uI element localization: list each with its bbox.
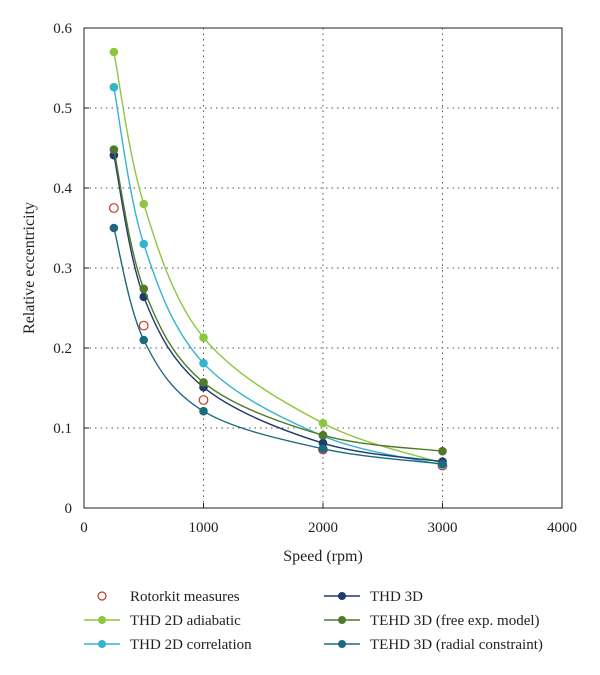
axis-ticks: 0 1000 2000 3000 4000 0 0.1 0.2 0.3 0.4 0.5 0.6 <box>53 21 577 536</box>
y-tick-label: 0.6 <box>53 21 72 37</box>
series-1 <box>109 47 447 468</box>
data-point <box>318 444 328 454</box>
legend-label: THD 3D <box>370 589 423 605</box>
legend-marker <box>338 592 346 600</box>
data-point <box>139 284 149 294</box>
legend-marker <box>98 640 106 648</box>
legend-item-1: THD 2D adiabatic <box>84 613 241 629</box>
y-tick-label: 0.5 <box>53 101 72 117</box>
y-tick-label: 0.1 <box>53 421 72 437</box>
legend-marker <box>98 616 106 624</box>
data-point <box>318 430 328 440</box>
data-point <box>109 223 119 233</box>
data-point <box>199 406 208 416</box>
legend-item-5: TEHD 3D (radial constraint) <box>324 637 543 653</box>
data-point <box>109 145 119 154</box>
y-tick-label: 0.2 <box>53 341 72 357</box>
x-tick-label: 1000 <box>189 520 219 536</box>
data-point <box>109 82 119 92</box>
series-line <box>113 87 443 466</box>
data-point <box>438 446 447 456</box>
data-point <box>139 239 149 249</box>
data-point <box>139 199 149 209</box>
series-layer <box>108 47 448 471</box>
x-tick-label: 4000 <box>547 520 577 536</box>
legend-label: THD 2D adiabatic <box>130 613 241 629</box>
series-3 <box>109 150 447 466</box>
x-tick-label: 0 <box>80 520 88 536</box>
legend-item-2: THD 2D correlation <box>84 637 252 653</box>
y-axis-title: Relative eccentricity <box>21 202 38 334</box>
legend-item-3: THD 3D <box>324 589 423 605</box>
legend-label: THD 2D correlation <box>130 637 252 653</box>
x-tick-label: 3000 <box>428 520 458 536</box>
data-point <box>139 335 149 345</box>
data-point <box>199 378 208 387</box>
x-tick-label: 2000 <box>308 520 338 536</box>
legend-label: Rotorkit measures <box>130 589 240 605</box>
series-5 <box>109 223 447 469</box>
y-tick-label: 0.4 <box>53 181 72 197</box>
data-point <box>318 418 328 428</box>
series-line <box>113 149 443 452</box>
x-axis-title: Speed (rpm) <box>283 548 363 565</box>
legend-label: TEHD 3D (free exp. model) <box>370 613 540 629</box>
series-0 <box>108 203 448 471</box>
data-point <box>199 333 208 342</box>
data-point <box>198 395 209 405</box>
series-4 <box>109 145 447 456</box>
data-point <box>199 358 208 368</box>
data-point <box>108 203 119 213</box>
data-point <box>109 47 119 57</box>
legend: Rotorkit measures THD 2D adiabatic THD 2D … <box>84 589 543 653</box>
data-point <box>138 320 149 331</box>
series-2 <box>109 82 447 470</box>
y-tick-label: 0 <box>65 501 73 517</box>
data-point <box>438 459 447 469</box>
legend-item-0: Rotorkit measures <box>97 589 240 605</box>
legend-label: TEHD 3D (radial constraint) <box>370 637 543 653</box>
legend-marker <box>97 591 107 601</box>
y-tick-label: 0.3 <box>53 261 72 277</box>
legend-item-4: TEHD 3D (free exp. model) <box>324 613 540 629</box>
legend-marker <box>338 616 346 624</box>
legend-marker <box>338 640 346 648</box>
series-line <box>113 51 443 464</box>
